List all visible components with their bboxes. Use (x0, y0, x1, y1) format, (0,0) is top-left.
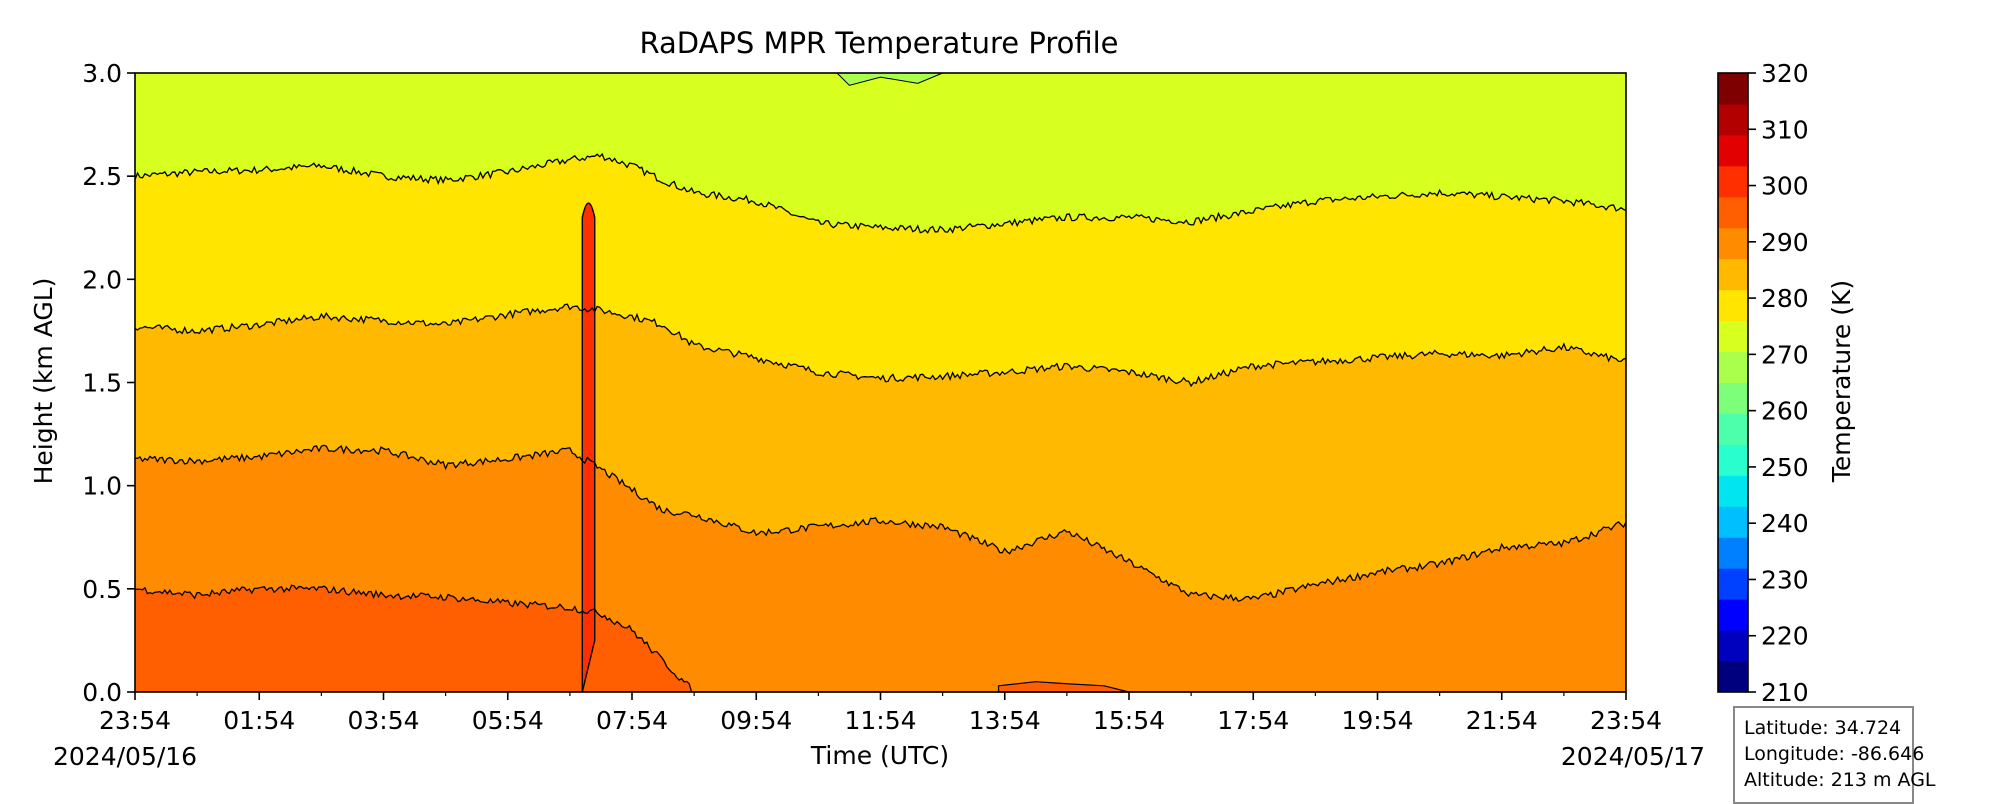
colorbar-segment (1718, 599, 1748, 631)
colorbar-tick-label: 220 (1761, 622, 1809, 651)
colorbar-tick-label: 250 (1761, 453, 1809, 482)
colorbar-segment (1718, 289, 1748, 322)
warm-column (581, 202, 596, 693)
x-tick-label: 23:54 (1590, 706, 1662, 735)
colorbar-segment (1718, 630, 1748, 662)
colorbar-tick-label: 240 (1761, 509, 1809, 538)
x-tick-label: 17:54 (1217, 706, 1289, 735)
colorbar-segment (1718, 320, 1748, 353)
colorbar-segment (1718, 103, 1748, 136)
contour-plot-area (134, 72, 1627, 693)
colorbar-segment (1718, 165, 1748, 198)
x-axis: 23:54 01:54 03:54 05:54 07:54 09:54 11:54 13:54… (99, 692, 1662, 735)
isotherm-280K (134, 152, 1627, 234)
x-tick-label: 05:54 (472, 706, 544, 735)
y-tick-label: 2.5 (82, 162, 122, 191)
colorbar-segment (1718, 73, 1748, 105)
longitude-text: Longitude: -86.646 (1744, 743, 1925, 765)
x-tick-label: 11:54 (844, 706, 916, 735)
colorbar: 210 220 230 240 250 260 270 280 290 300 310 320 (1717, 59, 1809, 707)
colorbar-segment (1718, 134, 1748, 167)
colorbar-tick-label: 230 (1761, 565, 1809, 594)
y-tick-label: 0.0 (82, 678, 122, 707)
colorbar-tick-label: 290 (1761, 228, 1809, 257)
y-axis: 0.0 0.5 1.0 1.5 2.0 2.5 3.0 (82, 59, 135, 707)
colorbar-tick-label: 300 (1761, 172, 1809, 201)
latitude-text: Latitude: 34.724 (1744, 717, 1902, 739)
y-tick-label: 0.5 (82, 575, 122, 604)
colorbar-segment (1718, 568, 1748, 600)
x-tick-label: 15:54 (1093, 706, 1165, 735)
x-axis-label: Time (UTC) (810, 741, 949, 770)
x-tick-label: 13:54 (969, 706, 1041, 735)
x-tick-label: 19:54 (1341, 706, 1413, 735)
y-tick-label: 2.0 (82, 265, 122, 294)
colorbar-segment (1718, 382, 1748, 414)
colorbar-segment (1718, 413, 1748, 445)
colorbar-tick-label: 280 (1761, 284, 1809, 313)
start-date-label: 2024/05/16 (53, 742, 197, 771)
isotherm-290K (134, 444, 1627, 602)
colorbar-tick-label: 210 (1761, 678, 1809, 707)
colorbar-tick-label: 320 (1761, 59, 1809, 88)
station-info-box: Latitude: 34.724 Longitude: -86.646 Alti… (1733, 706, 1936, 804)
colorbar-segment (1718, 444, 1748, 476)
colorbar-segment (1718, 661, 1748, 693)
colorbar-label: Temperature (K) (1827, 280, 1856, 483)
isotherm-285K (134, 303, 1627, 388)
colorbar-segment (1718, 506, 1748, 538)
contour-fill-295K (135, 585, 1626, 692)
colorbar-segment (1718, 227, 1748, 260)
x-tick-label: 03:54 (347, 706, 419, 735)
y-axis-label: Height (km AGL) (29, 278, 58, 485)
x-tick-label: 23:54 (99, 706, 171, 735)
x-tick-label: 01:54 (223, 706, 295, 735)
altitude-text: Altitude: 213 m AGL (1744, 769, 1936, 791)
colorbar-frame (1717, 72, 1749, 693)
colorbar-segment (1718, 196, 1748, 229)
y-tick-label: 1.5 (82, 369, 122, 398)
y-tick-label: 3.0 (82, 59, 122, 88)
colorbar-tick-label: 270 (1761, 340, 1809, 369)
end-date-label: 2024/05/17 (1561, 742, 1705, 771)
colorbar-segment (1718, 537, 1748, 569)
x-tick-label: 07:54 (596, 706, 668, 735)
x-tick-label: 09:54 (720, 706, 792, 735)
colorbar-segment (1718, 475, 1748, 507)
x-tick-label: 21:54 (1466, 706, 1538, 735)
chart-title: RaDAPS MPR Temperature Profile (639, 26, 1118, 60)
colorbar-tick-label: 310 (1761, 115, 1809, 144)
colorbar-tick-label: 260 (1761, 397, 1809, 426)
colorbar-segment (1718, 258, 1748, 291)
y-tick-label: 1.0 (82, 472, 122, 501)
colorbar-segment (1718, 351, 1748, 383)
